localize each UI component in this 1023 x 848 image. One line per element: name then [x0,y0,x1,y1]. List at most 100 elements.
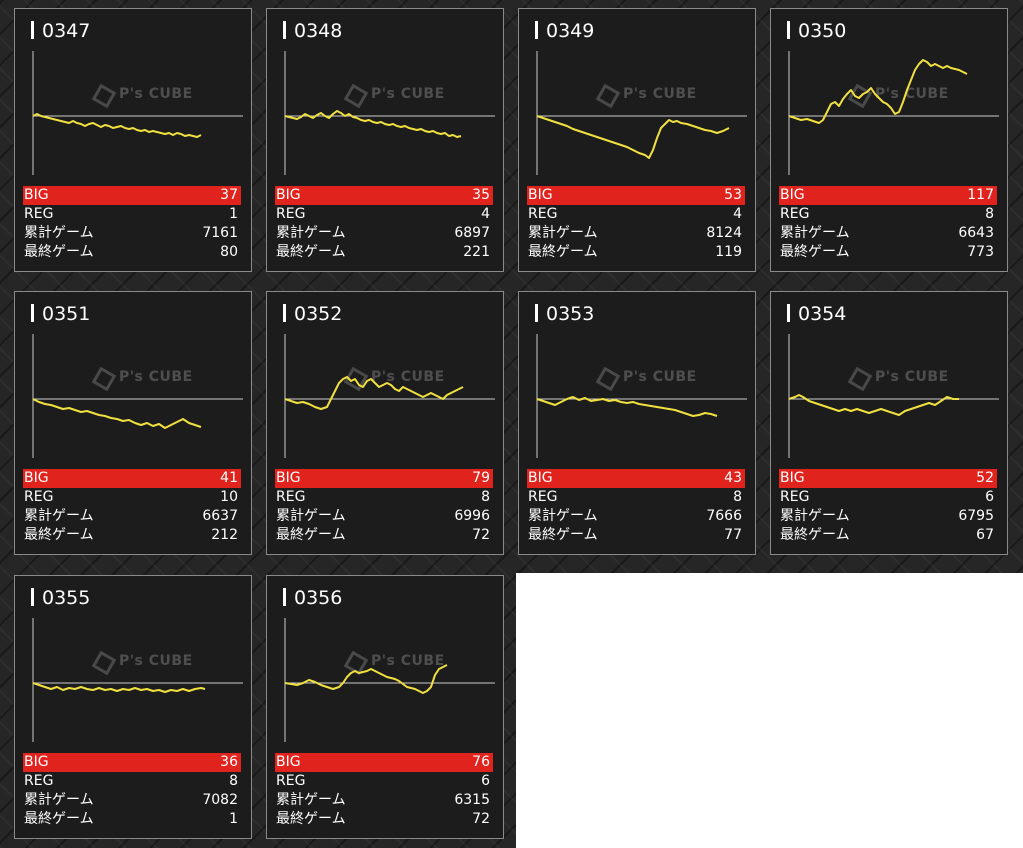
stat-label: 累計ゲーム [24,508,94,524]
slump-line [284,664,448,694]
stats-table: BIG 35 REG 4 累計ゲーム 6897 最終ゲーム 221 [275,186,493,262]
stat-label: BIG [276,754,301,770]
reg-count-row: REG 8 [527,488,745,507]
stat-value: 76 [472,754,490,770]
last-games-row: 最終ゲーム 119 [527,243,745,262]
logo-text: P's CUBE [875,369,949,385]
stats-table: BIG 79 REG 8 累計ゲーム 6996 最終ゲーム 72 [275,469,493,545]
stat-value: 119 [715,244,742,260]
logo-text: P's CUBE [875,86,949,102]
last-games-row: 最終ゲーム 212 [23,526,241,545]
reg-count-row: REG 6 [275,772,493,791]
title-accent-bar [535,21,538,39]
stats-table: BIG 41 REG 10 累計ゲーム 6637 最終ゲーム 212 [23,469,241,545]
slump-line [536,115,730,159]
title-accent-bar [283,304,286,322]
stat-label: BIG [24,187,49,203]
machine-number: 0348 [294,20,343,42]
stat-value: 6 [985,489,994,505]
slump-line [536,396,718,417]
stat-label: 累計ゲーム [780,225,850,241]
machine-card[interactable]: 0354 P's CUBE BIG 52 REG 6 累計ゲーム 6795 最終ゲーム 67 [770,291,1008,555]
stats-table: BIG 43 REG 8 累計ゲーム 7666 最終ゲーム 77 [527,469,745,545]
total-games-row: 累計ゲーム 6897 [275,224,493,243]
stat-label: 累計ゲーム [24,225,94,241]
machine-card[interactable]: 0350 P's CUBE BIG 117 REG 8 累計ゲーム 6643 最終ゲーム 773 [770,8,1008,272]
ps-cube-watermark-logo: P's CUBE [595,366,699,400]
machine-card[interactable]: 0347 P's CUBE BIG 37 REG 1 累計ゲーム 7161 最終ゲーム 80 [14,8,252,272]
slump-graph [32,618,243,742]
slump-graph [284,334,495,458]
stat-value: 6996 [454,508,490,524]
stat-value: 72 [472,527,490,543]
stat-label: 最終ゲーム [528,527,598,543]
stat-label: 最終ゲーム [24,527,94,543]
big-count-row: BIG 36 [23,753,241,772]
stat-label: BIG [528,470,553,486]
reg-count-row: REG 8 [275,488,493,507]
title-accent-bar [31,588,34,606]
logo-text: P's CUBE [371,369,445,385]
title-accent-bar [31,304,34,322]
stat-value: 52 [976,470,994,486]
machine-card[interactable]: 0355 P's CUBE BIG 36 REG 8 累計ゲーム 7082 最終ゲーム 1 [14,575,252,839]
reg-count-row: REG 4 [275,205,493,224]
machine-number: 0354 [798,303,847,325]
reg-count-row: REG 8 [23,772,241,791]
stat-value: 6637 [202,508,238,524]
ps-cube-watermark-logo: P's CUBE [343,366,447,400]
last-games-row: 最終ゲーム 773 [779,243,997,262]
slump-line [788,394,959,416]
stat-label: 累計ゲーム [528,225,598,241]
stat-label: REG [528,206,558,222]
machine-number: 0355 [42,587,91,609]
machine-card[interactable]: 0349 P's CUBE BIG 53 REG 4 累計ゲーム 8124 最終ゲーム 119 [518,8,756,272]
stat-label: 累計ゲーム [780,508,850,524]
stat-label: REG [276,206,306,222]
stat-label: 最終ゲーム [24,811,94,827]
stat-label: 累計ゲーム [528,508,598,524]
stat-value: 77 [724,527,742,543]
slump-graph [284,51,495,175]
machine-card[interactable]: 0351 P's CUBE BIG 41 REG 10 累計ゲーム 6637 最終ゲーム 212 [14,291,252,555]
logo-text: P's CUBE [119,86,193,102]
stat-label: BIG [24,754,49,770]
last-games-row: 最終ゲーム 67 [779,526,997,545]
machine-card[interactable]: 0353 P's CUBE BIG 43 REG 8 累計ゲーム 7666 最終ゲーム 77 [518,291,756,555]
stats-table: BIG 117 REG 8 累計ゲーム 6643 最終ゲーム 773 [779,186,997,262]
title-accent-bar [283,21,286,39]
total-games-row: 累計ゲーム 7082 [23,791,241,810]
stat-label: BIG [528,187,553,203]
machine-card[interactable]: 0352 P's CUBE BIG 79 REG 8 累計ゲーム 6996 最終ゲーム 72 [266,291,504,555]
stat-value: 4 [481,206,490,222]
stat-value: 1 [229,206,238,222]
stats-table: BIG 36 REG 8 累計ゲーム 7082 最終ゲーム 1 [23,753,241,829]
title-accent-bar [787,21,790,39]
ps-cube-watermark-logo: P's CUBE [91,650,195,684]
title-accent-bar [283,588,286,606]
total-games-row: 累計ゲーム 6643 [779,224,997,243]
machine-number: 0350 [798,20,847,42]
stat-label: 最終ゲーム [276,244,346,260]
slump-line [284,110,462,138]
machine-number: 0353 [546,303,595,325]
logo-text: P's CUBE [623,86,697,102]
stat-value: 72 [472,811,490,827]
stat-value: 7161 [202,225,238,241]
stat-label: 累計ゲーム [276,508,346,524]
slump-line [32,682,206,693]
ps-cube-watermark-logo: P's CUBE [343,83,447,117]
big-count-row: BIG 35 [275,186,493,205]
last-games-row: 最終ゲーム 77 [527,526,745,545]
stat-label: BIG [24,470,49,486]
total-games-row: 累計ゲーム 8124 [527,224,745,243]
stat-label: BIG [276,470,301,486]
total-games-row: 累計ゲーム 6315 [275,791,493,810]
ps-cube-watermark-logo: P's CUBE [91,366,195,400]
stat-label: REG [780,206,810,222]
reg-count-row: REG 6 [779,488,997,507]
machine-card[interactable]: 0348 P's CUBE BIG 35 REG 4 累計ゲーム 6897 最終ゲーム 221 [266,8,504,272]
machine-card[interactable]: 0356 P's CUBE BIG 76 REG 6 累計ゲーム 6315 最終ゲーム 72 [266,575,504,839]
ps-cube-watermark-logo: P's CUBE [595,83,699,117]
ps-cube-watermark-logo: P's CUBE [847,366,951,400]
